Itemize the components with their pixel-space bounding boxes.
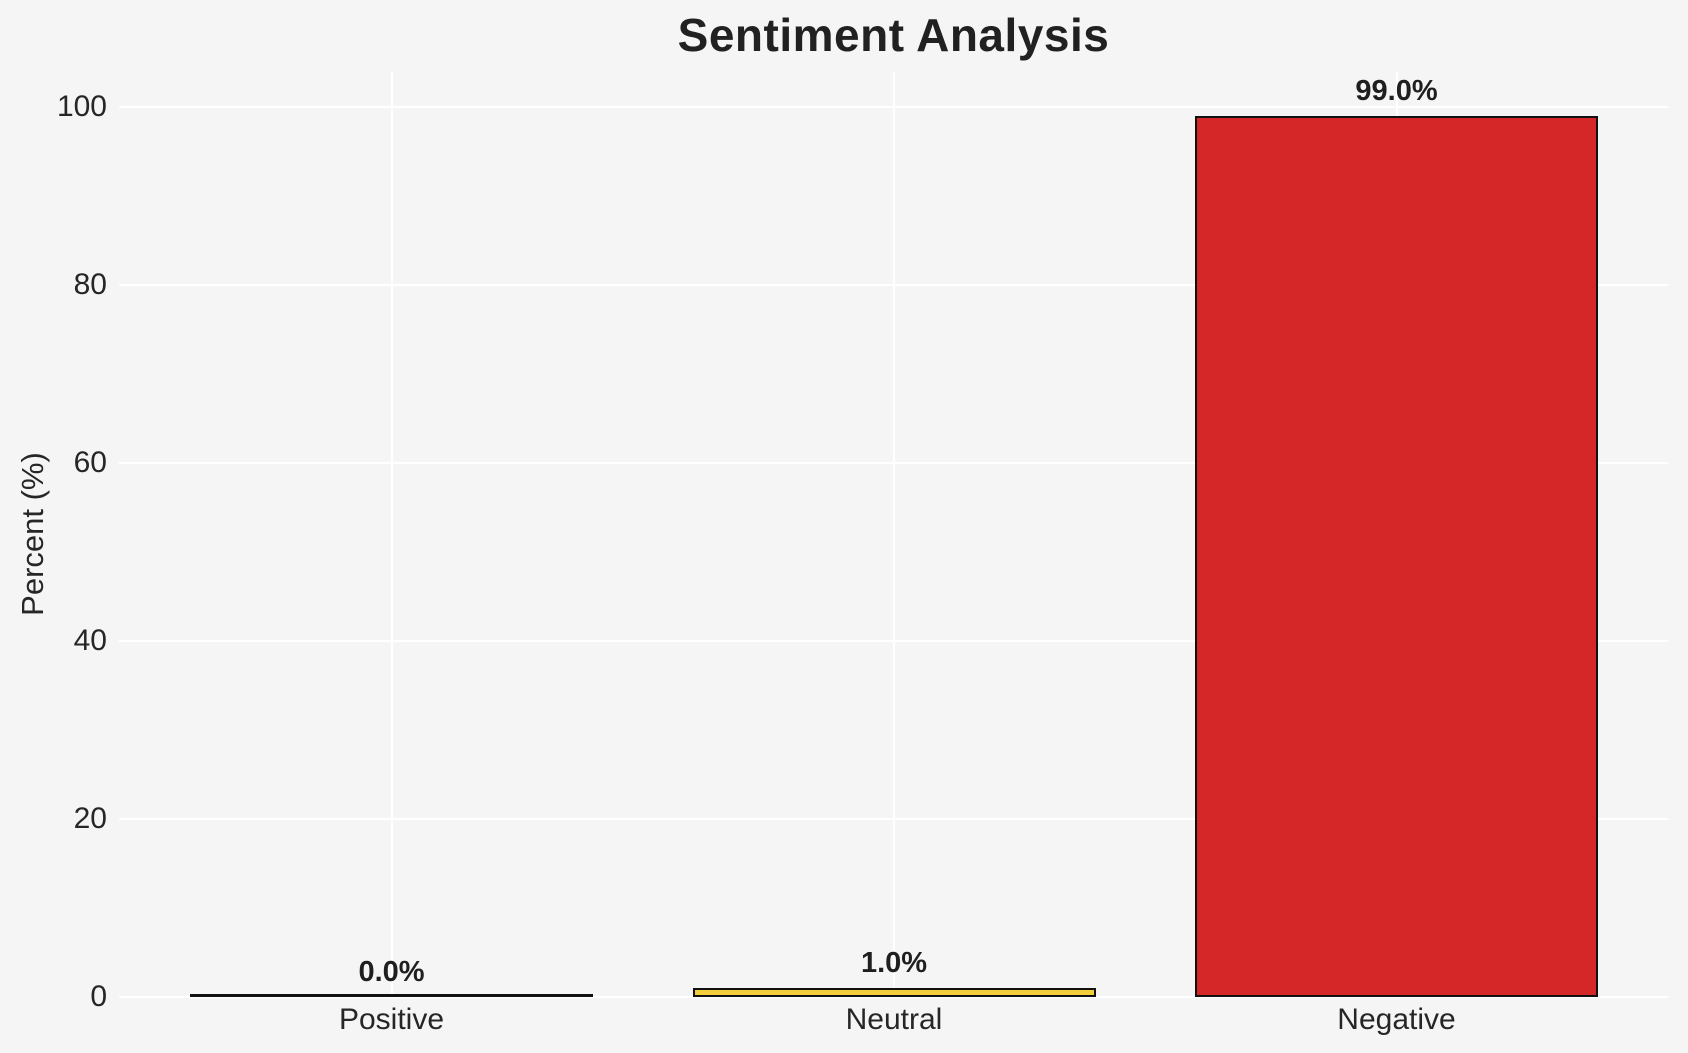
y-tick-label: 0 [90,980,107,1013]
bar-value-label: 0.0% [358,956,425,988]
bar-negative [1195,116,1598,997]
chart-title: Sentiment Analysis [677,9,1110,61]
x-tick-label: Positive [338,1003,445,1036]
y-tick-label: 20 [73,802,107,836]
y-tick-label: 100 [56,90,107,124]
bar-neutral [692,988,1096,997]
x-gridline [390,72,393,997]
bar-positive [190,994,593,997]
y-gridline [119,996,1668,998]
bar-value-label: 99.0% [1355,75,1438,108]
y-tick-label: 40 [73,624,107,658]
x-tick-label: Negative [1337,1003,1456,1036]
x-gridline [893,72,895,997]
bar-value-label: 1.0% [860,947,928,980]
y-tick-label: 80 [73,268,107,302]
x-tick-label: Neutral [845,1003,943,1036]
y-tick-label: 60 [73,446,107,480]
plot-area: 0.0% 1.0% 99.0% [119,72,1668,998]
